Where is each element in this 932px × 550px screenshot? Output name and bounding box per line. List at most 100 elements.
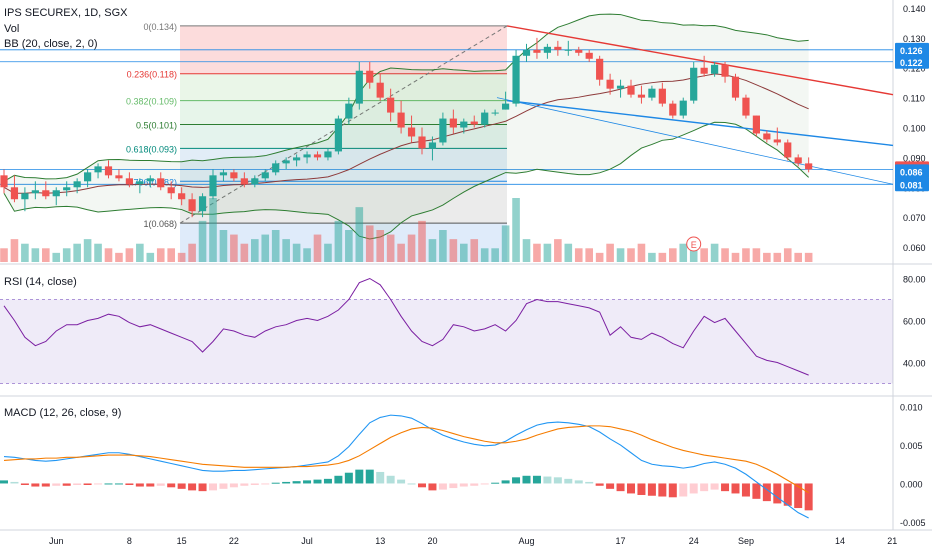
volume-bar: [251, 239, 259, 262]
macd-pane: [0, 414, 813, 519]
macd-legend[interactable]: MACD (12, 26, close, 9): [4, 407, 121, 419]
macd-histogram-bar: [480, 483, 489, 485]
macd-histogram-bar: [386, 475, 395, 484]
volume-bar: [679, 243, 688, 262]
signal-line: [3, 425, 809, 494]
time-tick-label: Jun: [49, 536, 64, 546]
macd-histogram-bar: [209, 483, 217, 491]
trend-line-resistance: [506, 25, 894, 96]
macd-tick-label: 0.005: [900, 441, 923, 451]
macd-histogram-bar: [250, 483, 259, 485]
time-tick-label: 20: [427, 536, 437, 546]
macd-histogram-bar: [449, 483, 458, 489]
candle: [63, 187, 71, 191]
candle: [178, 193, 186, 200]
candle: [460, 121, 468, 128]
volume-bar: [167, 248, 175, 262]
earnings-marker: [686, 236, 702, 252]
candle: [387, 97, 395, 113]
volume-bar: [710, 243, 719, 262]
bb-legend[interactable]: BB (20, close, 2, 0): [4, 38, 98, 50]
volume-bar: [21, 243, 29, 262]
candle: [376, 82, 384, 98]
time-axis[interactable]: Jun 8 15 22 Jul 13 20 Aug 17 24 Sep 14 21: [49, 536, 897, 546]
candle: [690, 67, 698, 101]
candle: [564, 49, 572, 51]
macd-histogram-bar: [668, 483, 677, 498]
candle: [543, 46, 551, 53]
candle: [627, 85, 635, 95]
trend-line-support: [496, 97, 894, 185]
volume-bar: [804, 252, 813, 262]
volume-bar: [115, 252, 123, 262]
bollinger-upper: [3, 13, 809, 182]
volume-bar: [345, 230, 353, 262]
macd-histogram-bar: [407, 483, 416, 485]
candle: [0, 175, 8, 188]
price-tick-label: 0.110: [903, 94, 925, 104]
fib-zone: [180, 100, 507, 125]
macd-histogram-bar: [188, 483, 197, 491]
candle: [31, 190, 39, 194]
candle: [533, 49, 541, 53]
price-badge-label: 0.122: [900, 58, 923, 68]
volume-bar: [136, 243, 144, 262]
volume-bar: [721, 248, 729, 262]
candle: [84, 172, 92, 182]
bollinger-basis: [3, 73, 809, 194]
macd-histogram-bar: [135, 483, 144, 487]
candle: [418, 136, 426, 149]
candle: [449, 118, 457, 128]
price-axis[interactable]: 0.1400.1300.1200.1100.1000.0900.0800.070…: [895, 4, 929, 528]
candle: [188, 199, 196, 212]
candle: [512, 55, 520, 104]
macd-histogram-bar: [710, 483, 719, 490]
price-tick-label: 0.070: [903, 213, 926, 223]
candle: [502, 103, 510, 110]
macd-histogram-bar: [564, 478, 573, 484]
macd-histogram-bar: [658, 483, 667, 497]
macd-histogram-bar: [344, 472, 353, 484]
candle: [73, 181, 81, 188]
rsi-legend[interactable]: RSI (14, close): [4, 276, 77, 288]
volume-bar: [198, 220, 207, 262]
price-badge-label: 0.086: [900, 167, 923, 177]
candle: [345, 103, 353, 119]
macd-histogram-bar: [773, 483, 782, 504]
macd-histogram-bar: [20, 483, 29, 485]
volume-bar: [648, 252, 656, 262]
volume-bar: [574, 248, 583, 262]
volume-bar: [543, 243, 552, 262]
price-tick-label: 0.140: [903, 4, 926, 14]
macd-histogram-bar: [146, 483, 155, 487]
candle: [146, 178, 154, 182]
bollinger-fill: [4, 14, 809, 239]
candle: [805, 163, 813, 170]
macd-histogram-bar: [543, 476, 552, 484]
macd-histogram-bar: [83, 483, 92, 485]
vol-legend[interactable]: Vol: [4, 23, 19, 35]
volume-bar: [52, 252, 61, 262]
price-tick-label: 0.130: [903, 34, 926, 44]
trend-line-channel: [506, 99, 894, 147]
volume-bar: [31, 248, 40, 262]
symbol-title[interactable]: IPS SECUREX, 1D, SGX: [4, 7, 128, 19]
volume-bar: [177, 252, 186, 262]
macd-histogram-bar: [62, 483, 71, 486]
candle: [554, 46, 562, 50]
volume-bar: [313, 234, 322, 262]
macd-histogram-bar: [762, 483, 771, 502]
volume-bar: [449, 239, 458, 262]
macd-histogram-bar: [501, 480, 510, 484]
candle: [313, 154, 322, 158]
time-tick-label: 17: [616, 536, 626, 546]
candle: [596, 58, 604, 80]
candle: [731, 76, 740, 98]
candle: [94, 166, 102, 173]
fib-level-label: 0.5(0.101): [136, 121, 177, 131]
price-tick-label: 0.100: [903, 124, 926, 134]
macd-histogram-bar: [104, 483, 113, 485]
macd-tick-label: -0.005: [900, 518, 926, 528]
macd-histogram-bar: [229, 483, 238, 488]
macd-histogram-bar: [313, 479, 322, 484]
